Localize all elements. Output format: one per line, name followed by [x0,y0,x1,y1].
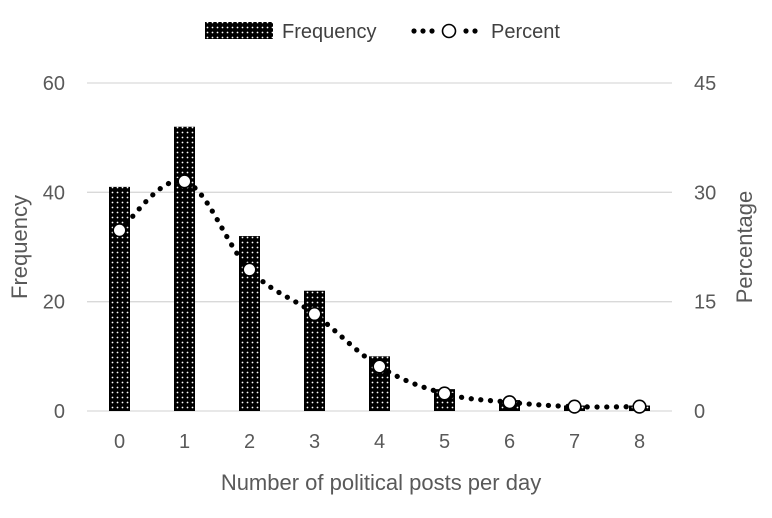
percent-marker-5 [437,386,452,401]
y-tick-label: 20 [43,292,65,314]
percent-line [116,178,643,410]
percent-marker-0 [112,223,127,238]
x-tick-label: 5 [439,431,450,453]
bar-1 [174,126,195,411]
y-axis-left-ticks: 0 20 40 60 [43,73,65,423]
x-axis-title: Number of political posts per day [221,470,541,495]
x-tick-label: 0 [114,431,125,453]
percent-marker-2 [242,262,257,277]
legend-swatch-percent [411,23,478,39]
percent-marker-1 [177,174,192,189]
y-axis-left-title: Frequency [7,195,32,299]
legend-label-frequency: Frequency [282,21,377,43]
y-axis-right-title: Percentage [732,191,757,304]
percent-marker-4 [372,359,387,374]
percent-marker-6 [502,395,517,410]
y-tick-label: 0 [54,401,65,423]
x-tick-label: 8 [634,431,645,453]
y2-tick-label: 15 [694,292,716,314]
x-tick-label: 2 [244,431,255,453]
y-tick-label: 60 [43,73,65,95]
y-axis-right-ticks: 0 15 30 45 [694,73,716,423]
x-axis-ticks: 0 1 2 3 4 5 6 7 8 [114,431,645,453]
y-tick-label: 40 [43,182,65,204]
x-tick-label: 1 [179,431,190,453]
line-series-percent [112,174,647,414]
x-tick-label: 7 [569,431,580,453]
legend-label-percent: Percent [491,21,560,43]
percent-marker-8 [632,399,647,414]
bar-0 [109,186,130,411]
x-tick-label: 3 [309,431,320,453]
legend-swatch-frequency [205,22,273,39]
y2-tick-label: 0 [694,401,705,423]
x-tick-label: 6 [504,431,515,453]
legend: Frequency Percent [205,21,560,43]
x-tick-label: 4 [374,431,385,453]
y2-tick-label: 45 [694,73,716,95]
bar-2 [239,236,260,411]
percent-marker-7 [567,399,582,414]
y2-tick-label: 30 [694,182,716,204]
percent-marker-3 [307,306,322,322]
